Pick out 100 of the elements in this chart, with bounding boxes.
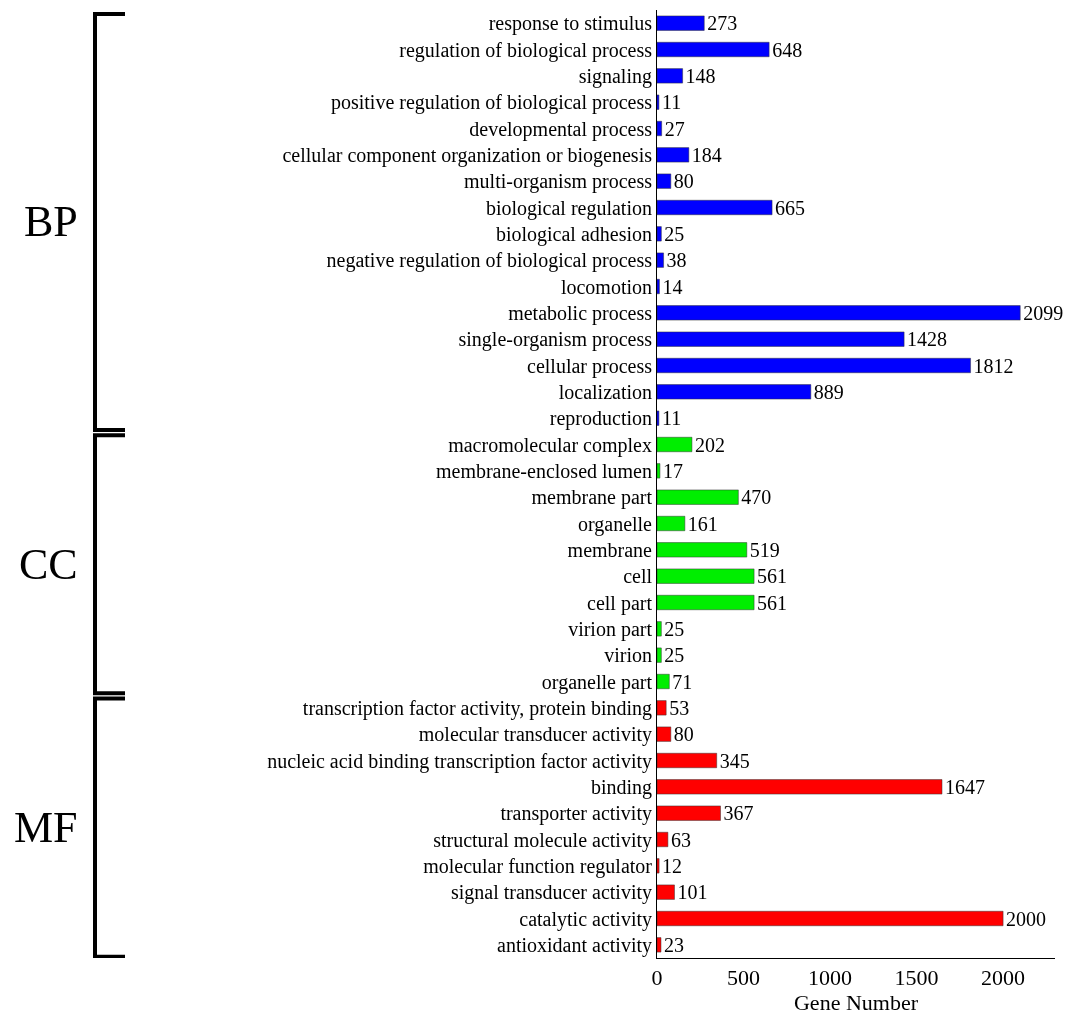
- data-label: 25: [664, 617, 685, 640]
- data-label: 25: [664, 644, 685, 667]
- bar: [657, 700, 667, 716]
- x-axis-title: Gene Number: [793, 990, 919, 1016]
- data-label: 12: [662, 854, 683, 877]
- data-label: 14: [662, 275, 683, 298]
- bar: [657, 463, 661, 479]
- bar: [657, 568, 755, 584]
- y-tick-label: response to stimulus: [488, 12, 653, 36]
- y-tick-label: nucleic acid binding transcription factor activity: [267, 749, 652, 773]
- bar: [657, 726, 672, 742]
- x-tick-label: 2000: [981, 965, 1026, 991]
- bar: [657, 516, 686, 531]
- x-tick-label: 500: [727, 965, 761, 991]
- data-label: 71: [672, 670, 693, 693]
- y-tick-label: membrane part: [531, 486, 653, 510]
- data-label: 11: [661, 407, 682, 430]
- bar: [657, 832, 669, 847]
- y-tick-label: cell part: [587, 591, 653, 615]
- data-label: 148: [685, 64, 716, 87]
- bar: [657, 252, 664, 268]
- y-tick-label: catalytic activity: [519, 907, 652, 931]
- bar: [657, 674, 670, 689]
- data-label: 17: [662, 459, 683, 482]
- data-label: 1812: [973, 354, 1014, 377]
- x-tick-label: 1000: [808, 965, 853, 991]
- y-tick-label: molecular function regulator: [423, 854, 653, 878]
- data-label: 561: [757, 591, 788, 614]
- data-label: 665: [775, 196, 806, 219]
- y-tick-label: transcription factor activity, protein binding: [302, 696, 652, 720]
- data-label: 1647: [945, 775, 985, 798]
- x-tick-label: 0: [651, 965, 663, 991]
- bar: [657, 15, 705, 31]
- bar: [657, 200, 773, 215]
- bar: [657, 42, 770, 57]
- data-label: 561: [757, 565, 788, 588]
- data-label: 519: [749, 538, 780, 561]
- bar: [657, 147, 690, 163]
- y-tick-label: virion: [604, 644, 652, 667]
- bar: [657, 437, 693, 452]
- bar: [657, 358, 971, 373]
- bar: [657, 542, 748, 558]
- data-label: 648: [772, 38, 803, 61]
- data-label: 202: [694, 433, 725, 456]
- y-tick-label: molecular transducer activity: [418, 723, 652, 747]
- data-label: 2000: [1006, 907, 1047, 930]
- y-tick-label: macromolecular complex: [448, 433, 652, 457]
- bar: [657, 331, 905, 347]
- data-label: 101: [677, 881, 708, 904]
- data-label: 161: [687, 512, 718, 535]
- y-tick-label: membrane-enclosed lumen: [435, 459, 652, 482]
- bar: [657, 753, 717, 768]
- bar: [657, 858, 660, 874]
- data-label: 38: [666, 249, 687, 272]
- x-tick-label: 1500: [894, 965, 939, 991]
- y-tick-label: signaling: [578, 64, 652, 88]
- bar: [657, 595, 755, 610]
- bar: [657, 884, 675, 900]
- data-label: 63: [670, 828, 691, 851]
- y-tick-label: negative regulation of biological process: [326, 249, 653, 273]
- y-tick-label: reproduction: [549, 407, 652, 431]
- y-tick-label: organelle part: [541, 670, 653, 694]
- data-label: 345: [719, 749, 750, 772]
- bar: [657, 937, 662, 953]
- y-tick-label: multi-organism process: [464, 170, 653, 194]
- y-tick-label: organelle: [577, 512, 653, 536]
- y-tick-label: transporter activity: [500, 802, 652, 826]
- data-label: 2099: [1023, 301, 1064, 324]
- y-tick-label: virion part: [568, 617, 653, 641]
- bar: [657, 173, 672, 189]
- y-tick-label: signal transducer activity: [450, 881, 652, 905]
- bar: [657, 621, 662, 637]
- data-label: 27: [664, 117, 685, 140]
- text: CC: [19, 540, 78, 589]
- bar: [657, 489, 739, 505]
- bar: [657, 911, 1004, 926]
- data-label: 184: [691, 143, 722, 166]
- bar: [657, 68, 683, 84]
- bar: [657, 805, 721, 821]
- y-tick-label: localization: [558, 380, 652, 403]
- data-label: 80: [673, 723, 694, 746]
- y-tick-label: binding: [590, 775, 652, 799]
- data-label: 23: [663, 933, 684, 956]
- data-label: 53: [669, 696, 690, 719]
- y-tick-label: membrane: [567, 538, 653, 561]
- y-tick-label: positive regulation of biological process: [330, 91, 653, 115]
- y-tick-label: metabolic process: [508, 301, 653, 325]
- text: BP: [24, 197, 78, 246]
- data-label: 470: [741, 486, 772, 509]
- data-label: 11: [661, 91, 682, 114]
- bar: [657, 305, 1021, 321]
- bar: [657, 647, 662, 663]
- y-tick-label: cell: [623, 565, 653, 588]
- y-tick-label: biological adhesion: [495, 222, 652, 246]
- bar: [657, 384, 812, 400]
- data-label: 1428: [907, 328, 948, 351]
- y-tick-label: cellular process: [527, 354, 653, 378]
- data-label: 889: [813, 380, 844, 403]
- y-tick-label: developmental process: [469, 117, 653, 141]
- y-tick-label: locomotion: [560, 275, 652, 298]
